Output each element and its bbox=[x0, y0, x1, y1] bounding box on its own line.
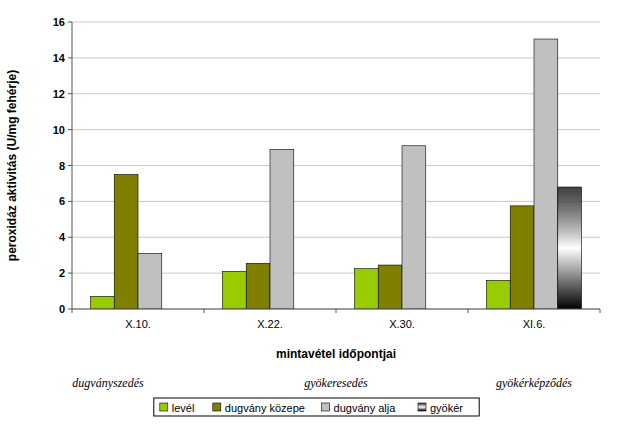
x-tick bbox=[600, 309, 601, 313]
grid-line bbox=[72, 165, 600, 166]
y-tick bbox=[68, 57, 72, 58]
x-tick-label: X.10. bbox=[125, 318, 151, 330]
bar bbox=[246, 263, 270, 309]
legend-swatch bbox=[213, 403, 221, 411]
legend-label: dugvány közepe bbox=[225, 402, 305, 414]
bar bbox=[114, 174, 138, 309]
bar bbox=[402, 146, 426, 309]
x-tick bbox=[336, 309, 337, 313]
y-tick bbox=[68, 93, 72, 94]
grid-line bbox=[72, 201, 600, 202]
y-tick bbox=[68, 165, 72, 166]
grid-line bbox=[72, 129, 600, 130]
y-tick-label: 4 bbox=[59, 231, 66, 243]
y-tick bbox=[68, 201, 72, 202]
x-tick-label: X.22. bbox=[257, 318, 283, 330]
y-axis bbox=[72, 22, 73, 309]
legend-swatch bbox=[160, 403, 168, 411]
grid-line bbox=[72, 93, 600, 94]
y-tick bbox=[68, 309, 72, 310]
bar bbox=[90, 296, 114, 309]
y-tick-label: 6 bbox=[59, 195, 65, 207]
legend-label: gyökér bbox=[430, 402, 463, 414]
x-tick-label: XI.6. bbox=[523, 318, 546, 330]
y-tick bbox=[68, 129, 72, 130]
y-tick-label: 14 bbox=[53, 52, 66, 64]
x-tick bbox=[468, 309, 469, 313]
x-tick-label: X.30. bbox=[389, 318, 415, 330]
bar bbox=[510, 206, 534, 309]
y-tick bbox=[68, 273, 72, 274]
y-tick bbox=[68, 22, 72, 23]
bar bbox=[138, 253, 162, 309]
bar bbox=[486, 280, 510, 309]
bar bbox=[558, 187, 582, 309]
bar bbox=[534, 39, 558, 309]
x-axis-label: mintavétel időpontjai bbox=[276, 347, 396, 361]
annotation: dugványszedés bbox=[72, 376, 144, 390]
legend-swatch bbox=[322, 403, 330, 411]
grid-line bbox=[72, 57, 600, 58]
legend-box bbox=[154, 398, 479, 416]
y-tick-label: 2 bbox=[59, 267, 65, 279]
annotation: gyökeresedés bbox=[304, 376, 368, 390]
legend-label: levél bbox=[172, 402, 195, 414]
y-tick-label: 8 bbox=[59, 160, 65, 172]
legend-swatch bbox=[418, 403, 426, 411]
x-tick bbox=[72, 309, 73, 313]
chart: 0 2 4 6 8 10 12 14 16 X.10. X.22. X.30. XI.6. mintavé… bbox=[0, 0, 637, 427]
x-tick bbox=[204, 309, 205, 313]
bar bbox=[354, 269, 378, 309]
annotation: gyökérképződés bbox=[496, 376, 572, 390]
legend: levél dugvány közepe dugvány alja gyökér bbox=[154, 398, 479, 416]
grid-line bbox=[72, 22, 600, 23]
bar bbox=[222, 271, 246, 309]
bars bbox=[90, 39, 581, 309]
y-axis-label: peroxidáz aktivitás (U/mg fehérje) bbox=[5, 70, 19, 261]
y-tick-label: 10 bbox=[53, 124, 65, 136]
legend-label: dugvány alja bbox=[334, 402, 397, 414]
bar bbox=[270, 149, 294, 309]
bar bbox=[378, 265, 402, 309]
y-tick-label: 0 bbox=[59, 303, 65, 315]
y-tick-label: 12 bbox=[53, 88, 65, 100]
y-tick bbox=[68, 237, 72, 238]
y-tick-label: 16 bbox=[53, 16, 65, 28]
